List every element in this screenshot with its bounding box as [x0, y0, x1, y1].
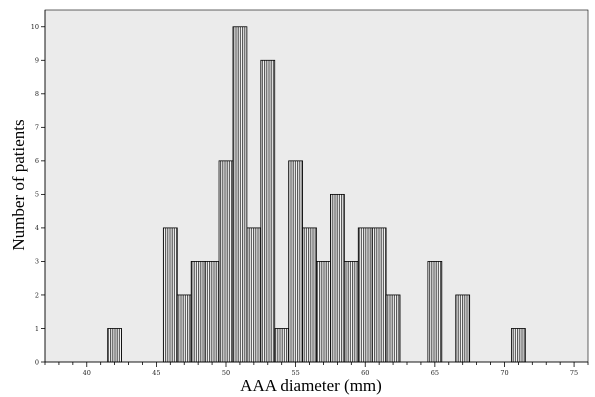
y-tick-label: 10 — [31, 23, 39, 31]
histogram-bar — [427, 261, 443, 363]
x-tick-label: 60 — [361, 369, 369, 377]
x-tick-label: 75 — [570, 369, 578, 377]
y-tick-label: 6 — [35, 157, 39, 165]
y-tick-label: 5 — [35, 191, 39, 199]
x-tick-label: 55 — [291, 369, 299, 377]
y-tick-label: 3 — [35, 258, 39, 266]
histogram-bar — [385, 294, 401, 363]
histogram-bar — [288, 160, 303, 363]
y-tick-label: 0 — [35, 358, 39, 366]
y-tick-label: 7 — [35, 124, 39, 132]
histogram-bar — [371, 227, 387, 363]
histogram-bar — [246, 227, 262, 363]
y-tick-label: 4 — [35, 224, 39, 232]
histogram-bar — [302, 227, 317, 363]
histogram-bar — [274, 328, 290, 363]
histogram-bar — [190, 261, 206, 363]
y-tick-label: 1 — [35, 325, 39, 333]
histogram-bar — [343, 261, 359, 363]
x-tick-label: 50 — [222, 369, 230, 377]
x-tick-label: 40 — [83, 369, 91, 377]
histogram-bar — [204, 261, 220, 363]
histogram-bar — [107, 328, 122, 363]
bars-group — [107, 26, 526, 363]
histogram-bar — [232, 26, 248, 363]
axes-group — [41, 10, 589, 367]
histogram-bar — [176, 294, 192, 363]
histogram-bar — [316, 261, 331, 363]
x-axis-title: AAA diameter (mm) — [240, 376, 382, 395]
y-tick-label: 9 — [35, 57, 39, 65]
y-axis-title: Number of patients — [9, 119, 28, 250]
y-tick-label: 2 — [35, 291, 39, 299]
y-tick-label: 8 — [35, 90, 39, 98]
histogram-bar — [511, 328, 526, 363]
x-tick-label: 45 — [152, 369, 160, 377]
histogram-bar — [357, 227, 373, 363]
histogram-bar — [218, 160, 234, 363]
histogram-bar — [162, 227, 178, 363]
histogram-bar — [330, 193, 345, 363]
x-tick-label: 65 — [431, 369, 439, 377]
histogram-bar — [260, 59, 276, 363]
histogram-bar — [455, 294, 471, 363]
x-tick-label: 70 — [500, 369, 508, 377]
